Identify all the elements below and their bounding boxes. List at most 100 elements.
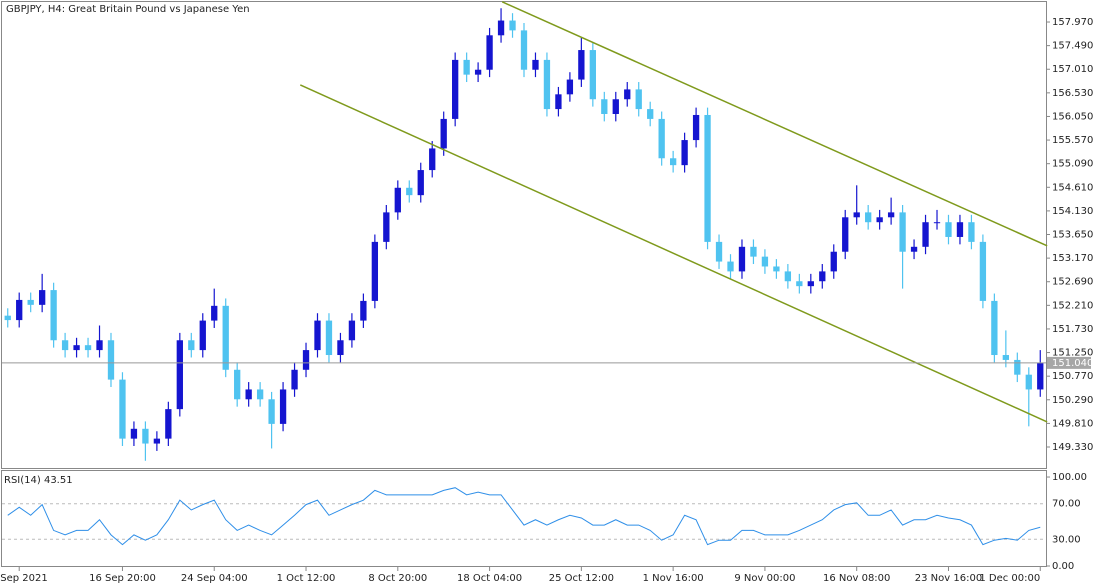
candle-body xyxy=(302,350,310,370)
y-tick-label: 151.250 xyxy=(1052,348,1093,359)
candle-body xyxy=(107,340,115,380)
candle-body xyxy=(291,369,298,390)
candle-body xyxy=(704,114,711,242)
candle-body xyxy=(543,59,551,110)
candle-body xyxy=(153,438,161,444)
x-tick-label: 1 Nov 16:00 xyxy=(643,573,704,584)
candle-body xyxy=(784,271,792,282)
y-tick-label: 152.210 xyxy=(1052,300,1093,311)
candle-body xyxy=(647,109,654,119)
candle-body xyxy=(899,212,906,252)
candle-body xyxy=(509,20,516,31)
candle-body xyxy=(945,222,952,237)
candle-body xyxy=(865,212,872,223)
candle-body xyxy=(922,222,929,247)
candle-body xyxy=(96,340,103,351)
candle-body xyxy=(222,305,229,370)
y-tick-label: 149.810 xyxy=(1052,418,1093,429)
candle-body xyxy=(979,241,987,301)
y-tick-label: 30.00 xyxy=(1052,534,1081,545)
candle-body xyxy=(1037,362,1044,390)
candle-body xyxy=(245,389,252,400)
candle-body xyxy=(842,217,849,252)
x-tick-label: 16 Nov 08:00 xyxy=(823,573,890,584)
x-tick-label: 9 Sep 2021 xyxy=(0,573,48,584)
y-tick-label: 157.010 xyxy=(1052,64,1093,75)
candle-body xyxy=(314,320,321,351)
candle-body xyxy=(119,379,126,439)
candle-body xyxy=(956,222,964,237)
candle-body xyxy=(887,212,895,218)
candle-body xyxy=(383,212,390,242)
candle-body xyxy=(199,320,206,351)
y-tick-label: 100.00 xyxy=(1052,472,1087,483)
current-price-label: 151.040 xyxy=(1052,358,1093,369)
candle-body xyxy=(256,389,264,400)
current-price-box xyxy=(1047,356,1091,369)
candle-body xyxy=(669,158,677,166)
x-tick-label: 23 Nov 16:00 xyxy=(915,573,982,584)
candle-body xyxy=(50,290,57,341)
candle-body xyxy=(4,315,11,321)
candle-body xyxy=(142,428,149,444)
candle-body xyxy=(84,345,92,351)
candle-body xyxy=(188,340,195,351)
candle-body xyxy=(761,256,769,267)
candle-body xyxy=(692,114,700,141)
candle-body xyxy=(933,222,941,224)
y-tick-label: 155.090 xyxy=(1052,159,1093,170)
rsi-line xyxy=(7,487,1041,546)
y-tick-label: 153.650 xyxy=(1052,230,1093,241)
candle-body xyxy=(566,79,574,95)
y-tick-label: 156.050 xyxy=(1052,111,1093,122)
candle-body xyxy=(612,99,619,114)
candle-body xyxy=(876,217,883,223)
y-tick-label: 153.170 xyxy=(1052,253,1093,264)
candle-body xyxy=(27,299,34,305)
candle-body xyxy=(211,305,218,321)
y-tick-label: 70.00 xyxy=(1052,499,1081,510)
candle-body xyxy=(624,89,631,100)
candle-body xyxy=(968,222,975,242)
x-tick-label: 1 Oct 12:00 xyxy=(277,573,336,584)
candle-body xyxy=(417,170,424,196)
candle-body xyxy=(830,251,837,272)
candle-body xyxy=(1002,355,1010,360)
candle-body xyxy=(429,148,436,171)
x-tick-label: 8 Oct 20:00 xyxy=(368,573,427,584)
candle-body xyxy=(578,50,585,80)
candle-body xyxy=(853,212,860,218)
candle-body xyxy=(589,50,596,100)
candle-body xyxy=(452,59,459,119)
candle-body xyxy=(497,20,505,36)
candle-body xyxy=(440,118,447,149)
x-tick-label: 16 Sep 20:00 xyxy=(89,573,156,584)
x-tick-label: 1 Dec 00:00 xyxy=(979,573,1040,584)
candle-body xyxy=(1014,359,1021,375)
rsi-panel xyxy=(1,470,1047,567)
candle-body xyxy=(176,340,183,410)
trendline xyxy=(299,84,1048,423)
candle-body xyxy=(360,300,367,321)
candle-body xyxy=(73,345,80,351)
y-tick-label: 152.690 xyxy=(1052,277,1093,288)
x-tick-label: 18 Oct 04:00 xyxy=(457,573,522,584)
candle-body xyxy=(715,241,723,262)
candle-body xyxy=(371,241,379,301)
y-tick-label: 157.490 xyxy=(1052,41,1093,52)
x-tick-label: 9 Nov 00:00 xyxy=(734,573,795,584)
candle-body xyxy=(474,69,482,75)
candle-body xyxy=(555,94,562,110)
candle-body xyxy=(991,300,998,356)
y-tick-label: 150.770 xyxy=(1052,371,1093,382)
candle-body xyxy=(532,59,539,70)
candle-body xyxy=(268,399,275,424)
y-tick-label: 149.330 xyxy=(1052,442,1093,453)
candle-body xyxy=(796,281,803,287)
rsi-title: RSI(14) 43.51 xyxy=(4,475,73,486)
y-tick-label: 154.610 xyxy=(1052,182,1093,193)
candle-body xyxy=(819,271,826,282)
y-tick-label: 156.530 xyxy=(1052,88,1093,99)
